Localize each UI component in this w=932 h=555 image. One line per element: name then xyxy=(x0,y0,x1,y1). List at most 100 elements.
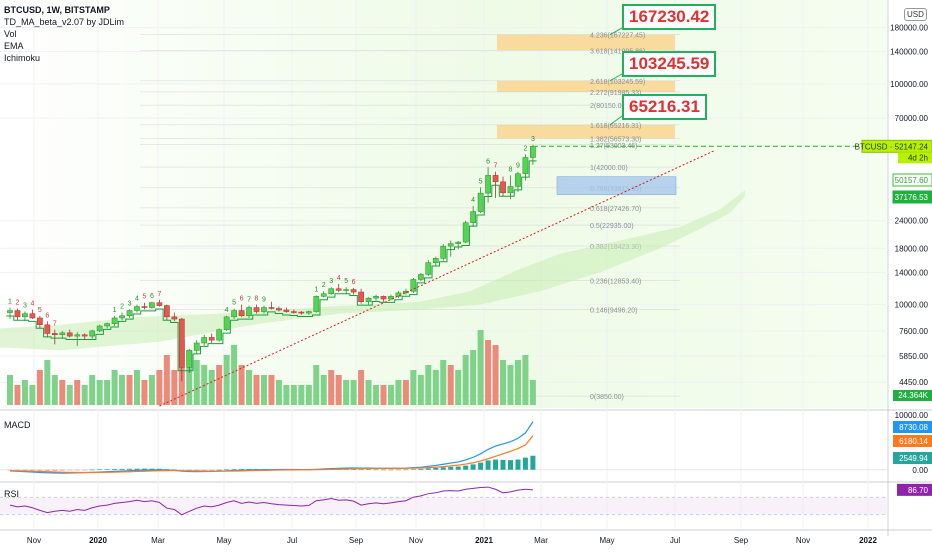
macd-histogram-bar xyxy=(463,465,469,470)
volume-bar xyxy=(29,385,36,405)
td-count-label: 3 xyxy=(23,303,27,310)
rsi-value-tag-box xyxy=(897,483,932,496)
macd-histogram-bar xyxy=(22,469,28,471)
chart-legend: BTCUSD, 1W, BITSTAMP TD_MA_beta_v2.07 by… xyxy=(4,4,124,64)
volume-bar xyxy=(492,345,499,405)
macd-histogram-bar xyxy=(395,469,401,471)
candle-body xyxy=(66,332,73,337)
x-tick-label: Sep xyxy=(734,536,749,545)
target-callout-3: 65216.31 xyxy=(622,94,707,120)
td-count-label: 2 xyxy=(120,304,124,311)
candle-body xyxy=(208,337,215,341)
macd-histogram-bar xyxy=(418,468,424,470)
macd-histogram-bar xyxy=(179,469,185,471)
macd-histogram-bar xyxy=(112,468,118,470)
volume-bar xyxy=(216,365,223,405)
macd-histogram-bar xyxy=(74,469,80,471)
td-count-label: 1 xyxy=(314,286,318,293)
candle-body xyxy=(447,243,454,247)
td-count-label: 8 xyxy=(509,166,513,173)
volume-bar xyxy=(96,380,103,405)
candle-body xyxy=(283,309,290,312)
volume-bar xyxy=(223,355,230,405)
macd-histogram-bar xyxy=(478,462,484,470)
fib-level-label: 2(80150.00) xyxy=(590,103,628,110)
y-tick-label: 140000.00 xyxy=(890,48,928,57)
y-tick-label: 100000.00 xyxy=(890,80,928,89)
x-tick-label: May xyxy=(216,536,231,545)
macd-histogram-bar xyxy=(231,469,237,470)
td-count-label: 3 xyxy=(531,136,535,143)
candle-body xyxy=(320,293,327,297)
x-tick-label: May xyxy=(599,536,614,545)
macd-histogram-bar xyxy=(515,459,521,470)
candle-body xyxy=(7,310,13,313)
volume-bar xyxy=(417,375,424,405)
y-tick-label: 4450.00 xyxy=(899,378,928,387)
countdown-box xyxy=(898,152,932,164)
y-tick-label: 18000.00 xyxy=(895,244,929,253)
volume-bar xyxy=(455,370,462,405)
volume-bar xyxy=(7,375,13,405)
indicator-ichimoku[interactable]: Ichimoku xyxy=(4,53,41,63)
callout-pointer xyxy=(609,27,623,36)
volume-bar xyxy=(470,350,477,405)
volume-bar xyxy=(335,375,342,405)
candle-body xyxy=(149,302,155,308)
candle-body xyxy=(418,274,424,280)
td-count-label: 5 xyxy=(143,294,147,301)
fib-level-label: 0.236(12853.40) xyxy=(590,279,641,286)
volume-bar xyxy=(432,370,439,405)
volume-bar xyxy=(283,385,290,405)
volume-bar xyxy=(74,380,81,405)
candle-body xyxy=(96,325,103,332)
volume-bar xyxy=(500,360,507,405)
volume-bar xyxy=(171,370,178,405)
td-count-label: 7 xyxy=(53,321,57,328)
macd-histogram-bar xyxy=(388,469,394,471)
volume-tag-label: 24.364K xyxy=(898,391,928,400)
x-tick-label: 2020 xyxy=(89,536,107,545)
td-count-label: 3 xyxy=(128,301,132,308)
candle-body xyxy=(268,307,275,309)
candle-body xyxy=(44,324,51,334)
td-support-line xyxy=(6,160,537,372)
volume-bar xyxy=(51,375,58,405)
volume-bar xyxy=(148,375,155,405)
candle-body xyxy=(507,186,514,194)
macd-value-tag: 6180.14 xyxy=(899,437,928,446)
y-tick-label: 10000.00 xyxy=(895,301,929,310)
candle-body xyxy=(343,289,349,291)
volume-bar xyxy=(328,370,335,405)
price-tag-label: 50157.60 xyxy=(895,176,929,185)
volume-bar xyxy=(529,380,536,405)
candle-body xyxy=(500,181,506,194)
macd-histogram-bar xyxy=(470,464,476,470)
target-callout-1: 167230.42 xyxy=(622,4,717,30)
rsi-line xyxy=(9,486,533,516)
trend-line xyxy=(159,149,716,407)
macd-value-tag-box xyxy=(893,452,932,464)
volume-bar xyxy=(238,365,245,405)
symbol-title: BTCUSD, 1W, BITSTAMP xyxy=(4,5,110,15)
td-count-label: 4 xyxy=(225,307,229,314)
td-count-label: 4 xyxy=(30,301,34,308)
candle-body xyxy=(305,311,312,314)
indicator-vol[interactable]: Vol xyxy=(4,29,17,39)
macd-histogram-bar xyxy=(366,469,372,470)
volume-bar xyxy=(14,385,21,405)
indicator-ema[interactable]: EMA xyxy=(4,41,24,51)
volume-bar xyxy=(402,380,409,405)
macd-value-tag-box xyxy=(893,435,932,447)
volume-bar xyxy=(36,370,43,405)
candle-body xyxy=(462,222,469,243)
volume-bar xyxy=(260,375,267,405)
fib-level-label: 3.618(141995.86) xyxy=(590,48,645,55)
macd-histogram-bar xyxy=(440,467,446,470)
currency-badge[interactable]: USD xyxy=(904,8,927,21)
y-tick-label: 24000.00 xyxy=(895,217,929,226)
indicator-td-ma[interactable]: TD_MA_beta_v2.07 by JDLim xyxy=(4,17,125,27)
volume-bar xyxy=(81,385,88,405)
